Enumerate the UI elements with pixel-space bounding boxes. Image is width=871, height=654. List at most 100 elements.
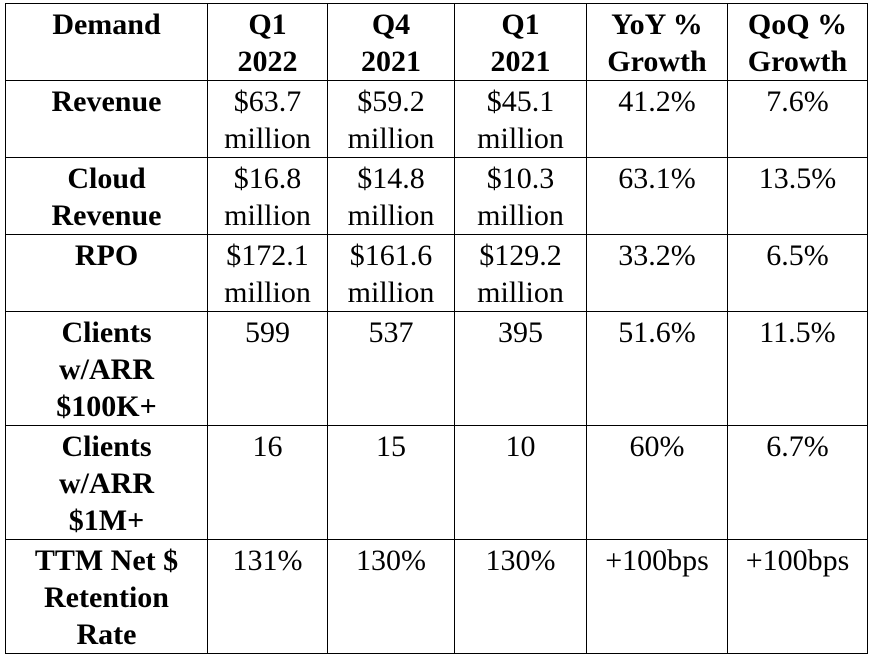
table-row: Clients w/ARR $1M+ 16 15 10 60% 6.7% — [5, 425, 868, 540]
cell-line: 7.6% — [766, 85, 829, 118]
cell-line: million — [224, 122, 311, 155]
data-cell: 63.1% — [586, 157, 728, 235]
data-cell: $14.8 million — [327, 157, 455, 235]
cell-line: 51.6% — [618, 316, 696, 349]
data-cell: 13.5% — [727, 157, 868, 235]
table-header: Demand Q1 2022 Q4 2021 Q1 2021 YoY % Growth QoQ %… — [5, 3, 868, 81]
data-cell: $59.2 million — [327, 80, 455, 158]
row-label: Clients w/ARR $1M+ — [5, 425, 208, 540]
demand-table: Demand Q1 2022 Q4 2021 Q1 2021 YoY % Growth QoQ %… — [5, 3, 868, 654]
data-cell: $63.7 million — [207, 80, 328, 158]
cell-line: 130% — [356, 544, 426, 577]
cell-line: 2021 — [361, 45, 421, 78]
data-cell: 33.2% — [586, 234, 728, 312]
table-row: Clients w/ARR $100K+ 599 537 395 51.6% 11.5% — [5, 311, 868, 426]
cell-line: $63.7 — [233, 85, 302, 118]
data-cell: 130% — [327, 539, 455, 654]
cell-line: $172.1 — [226, 239, 309, 272]
cell-line: Demand — [52, 8, 161, 41]
cell-line: +100bps — [745, 544, 850, 577]
header-row: Demand Q1 2022 Q4 2021 Q1 2021 YoY % Growth QoQ %… — [5, 3, 868, 81]
cell-line: 33.2% — [618, 239, 696, 272]
cell-line: $59.2 — [357, 85, 425, 118]
cell-line: 2022 — [237, 45, 298, 78]
cell-line: Growth — [607, 45, 707, 78]
cell-line: million — [477, 122, 564, 155]
cell-line: RPO — [74, 239, 139, 272]
cell-line: million — [347, 122, 435, 155]
data-cell: 130% — [454, 539, 587, 654]
cell-line: $10.3 — [486, 162, 555, 195]
data-cell: 10 — [454, 425, 587, 540]
cell-line: 599 — [245, 316, 290, 349]
cell-line: 6.5% — [766, 239, 829, 272]
data-cell: 41.2% — [586, 80, 728, 158]
cell-line: 131% — [232, 544, 303, 577]
data-cell: $161.6 million — [327, 234, 455, 312]
cell-line: Rate — [76, 618, 137, 651]
row-label: Clients w/ARR $100K+ — [5, 311, 208, 426]
header-cell: QoQ % Growth — [727, 3, 868, 81]
cell-line: Q1 — [501, 8, 540, 41]
cell-line: +100bps — [605, 544, 709, 577]
header-cell: Q1 2022 — [207, 3, 328, 81]
row-label: Cloud Revenue — [5, 157, 208, 235]
row-label: Revenue — [5, 80, 208, 158]
cell-line: million — [347, 276, 435, 309]
cell-line: 15 — [376, 430, 406, 463]
cell-line: w/ARR — [59, 353, 154, 386]
cell-line: $16.8 — [233, 162, 302, 195]
header-cell: Q4 2021 — [327, 3, 455, 81]
data-cell: 15 — [327, 425, 455, 540]
cell-line: 13.5% — [758, 162, 837, 195]
data-cell: $10.3 million — [454, 157, 587, 235]
cell-line: Revenue — [51, 199, 162, 232]
data-cell: 51.6% — [586, 311, 728, 426]
header-cell: Demand — [5, 3, 208, 81]
cell-line: 41.2% — [618, 85, 696, 118]
row-label: RPO — [5, 234, 208, 312]
cell-line: Retention — [44, 581, 169, 614]
data-cell: $129.2 million — [454, 234, 587, 312]
cell-line: TTM Net $ — [34, 544, 179, 577]
cell-line: $1M+ — [68, 504, 145, 537]
cell-line: 537 — [368, 316, 414, 349]
data-cell: 6.5% — [727, 234, 868, 312]
header-cell: YoY % Growth — [586, 3, 728, 81]
cell-line: million — [347, 199, 435, 232]
cell-line: million — [224, 276, 311, 309]
cell-line: 6.7% — [766, 430, 829, 463]
cell-line: Clients — [61, 316, 152, 349]
table-row: TTM Net $ Retention Rate 131% 130% 130% +100bp… — [5, 539, 868, 654]
cell-line: $161.6 — [349, 239, 433, 272]
data-cell: 16 — [207, 425, 328, 540]
cell-line: $14.8 — [357, 162, 425, 195]
data-cell: 395 — [454, 311, 587, 426]
cell-line: $100K+ — [56, 390, 157, 423]
cell-line: YoY % — [611, 8, 703, 41]
cell-line: Revenue — [51, 85, 162, 118]
data-cell: $16.8 million — [207, 157, 328, 235]
data-cell: +100bps — [727, 539, 868, 654]
data-cell: 6.7% — [727, 425, 868, 540]
table-row: Cloud Revenue $16.8 million $14.8 million $10.… — [5, 157, 868, 235]
header-cell: Q1 2021 — [454, 3, 587, 81]
cell-line: 16 — [252, 430, 283, 463]
cell-line: Clients — [61, 430, 152, 463]
cell-line: QoQ % — [747, 8, 848, 41]
cell-line: w/ARR — [59, 467, 154, 500]
data-cell: 131% — [207, 539, 328, 654]
table-row: RPO $172.1 million $161.6 million $129.2 milli… — [5, 234, 868, 312]
cell-line: 10 — [505, 430, 536, 463]
cell-line: 130% — [485, 544, 556, 577]
data-cell: $172.1 million — [207, 234, 328, 312]
table-row: Revenue $63.7 million $59.2 million $45.1 mill… — [5, 80, 868, 158]
cell-line: 395 — [498, 316, 543, 349]
cell-line: 60% — [629, 430, 685, 463]
data-cell: 7.6% — [727, 80, 868, 158]
data-cell: +100bps — [586, 539, 728, 654]
cell-line: Cloud — [67, 162, 146, 195]
data-cell: 11.5% — [727, 311, 868, 426]
cell-line: million — [224, 199, 311, 232]
cell-line: 11.5% — [759, 316, 836, 349]
